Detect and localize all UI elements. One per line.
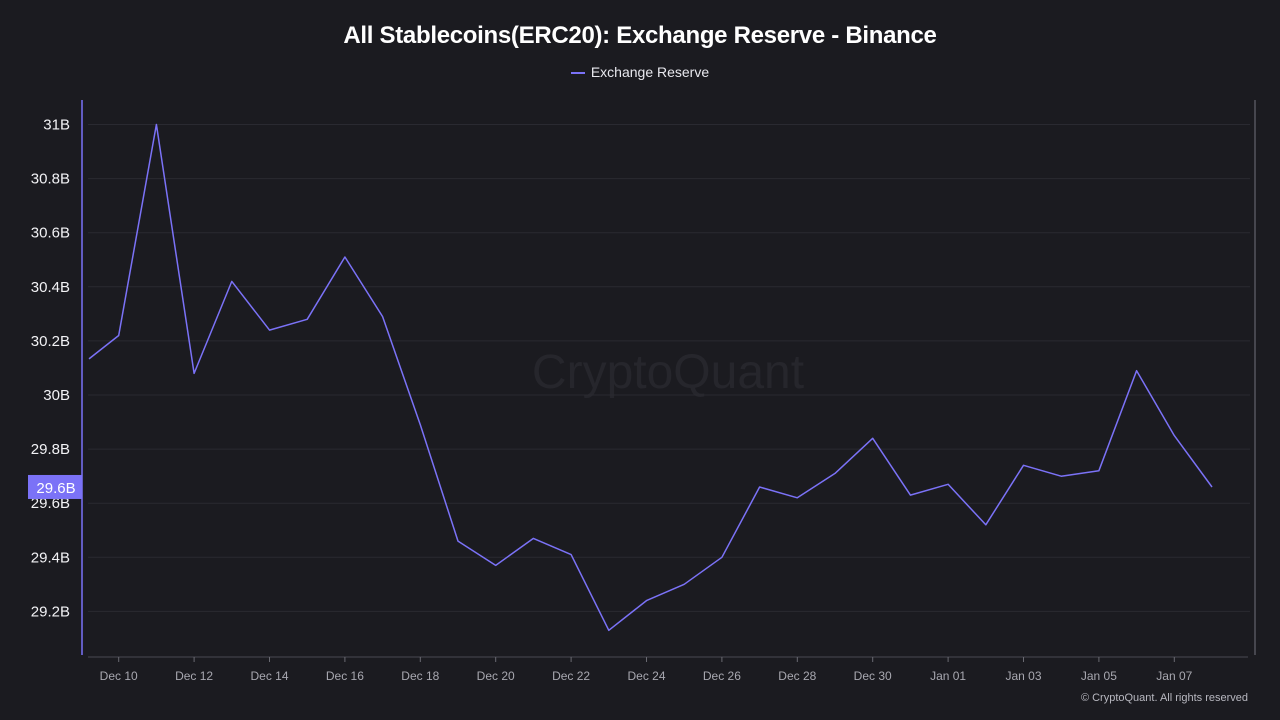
legend[interactable]: Exchange Reserve (0, 64, 1280, 80)
y-tick-label: 30.6B (31, 225, 70, 242)
current-value-label: 29.6B (36, 480, 75, 497)
legend-label: Exchange Reserve (590, 64, 710, 80)
y-tick-label: 30.2B (31, 333, 70, 350)
x-tick-label: Jan 07 (1156, 669, 1192, 683)
y-tick-label: 31B (43, 117, 70, 134)
chart-title: All Stablecoins(ERC20): Exchange Reserve… (343, 22, 937, 49)
x-tick-label: Dec 28 (778, 669, 816, 683)
watermark: CryptoQuant (532, 346, 804, 399)
x-tick-label: Dec 22 (552, 669, 590, 683)
x-tick-label: Dec 10 (100, 669, 138, 683)
x-tick-label: Dec 30 (854, 669, 892, 683)
x-tick-label: Dec 18 (401, 669, 439, 683)
y-tick-label: 30.8B (31, 171, 70, 188)
x-tick-label: Dec 12 (175, 669, 213, 683)
x-tick-label: Dec 14 (250, 669, 288, 683)
x-tick-label: Dec 16 (326, 669, 364, 683)
copyright: © CryptoQuant. All rights reserved (1080, 692, 1248, 704)
x-tick-label: Dec 26 (703, 669, 741, 683)
y-tick-label: 30B (43, 387, 70, 404)
y-tick-label: 29.8B (31, 441, 70, 458)
series-line-exchange-reserve (88, 123, 1213, 632)
x-tick-label: Dec 20 (477, 669, 515, 683)
y-tick-label: 30.4B (31, 279, 70, 296)
y-tick-label: 29.4B (31, 549, 70, 566)
x-tick-label: Jan 05 (1081, 669, 1117, 683)
y-tick-label: 29.6B (31, 495, 70, 512)
current-value-marker (28, 474, 82, 499)
y-tick-label: 29.2B (31, 603, 70, 620)
legend-swatch (570, 72, 585, 75)
x-tick-label: Jan 01 (930, 669, 966, 683)
x-tick-label: Jan 03 (1005, 669, 1041, 683)
x-tick-label: Dec 24 (627, 669, 665, 683)
